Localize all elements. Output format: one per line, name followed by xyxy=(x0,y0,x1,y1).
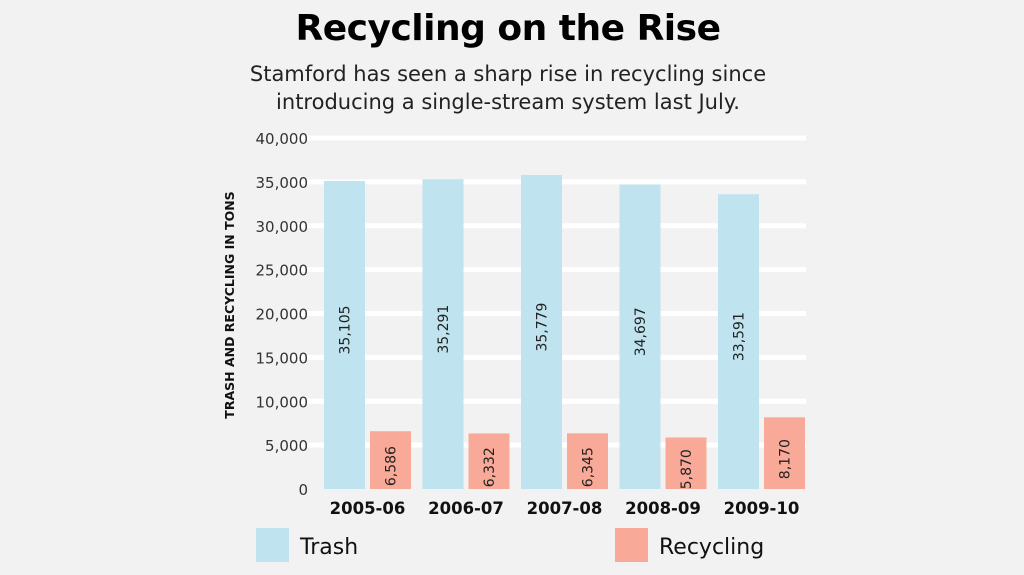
legend-label-recycling: Recycling xyxy=(659,535,764,560)
y-tick-label: 30,000 xyxy=(256,218,309,236)
legend-label-trash: Trash xyxy=(299,535,358,560)
y-tick-label: 35,000 xyxy=(256,174,309,192)
recycling-bar xyxy=(764,417,805,489)
trash-data-label: 35,291 xyxy=(436,305,452,354)
trash-bar xyxy=(718,194,759,490)
x-tick-label: 2007-08 xyxy=(527,499,603,518)
recycling-bar xyxy=(567,433,608,489)
recycling-data-label: 5,870 xyxy=(679,449,695,489)
y-tick-label: 5,000 xyxy=(265,437,308,455)
x-tick-label: 2009-10 xyxy=(724,499,800,518)
trash-bar xyxy=(422,179,464,489)
x-tick-label: 2006-07 xyxy=(428,499,504,518)
legend-swatch-trash xyxy=(256,528,289,562)
y-tick-label: 15,000 xyxy=(256,349,309,367)
chart-subtitle-line-2: introducing a single-stream system last … xyxy=(276,90,740,114)
recycling-data-label: 6,345 xyxy=(581,447,597,487)
x-tick-label: 2005-06 xyxy=(330,499,406,518)
recycling-bar xyxy=(468,433,510,489)
recycling-bar xyxy=(665,437,707,489)
recycling-data-label: 8,170 xyxy=(778,439,794,479)
y-axis-label: TRASH AND RECYCLING IN TONS xyxy=(222,191,237,418)
chart-title: Recycling on the Rise xyxy=(295,8,721,49)
recycling-bar xyxy=(370,431,411,489)
chart-subtitle-line-1: Stamford has seen a sharp rise in recycl… xyxy=(249,62,767,86)
trash-bar xyxy=(324,180,365,490)
y-tick-label: 0 xyxy=(298,481,308,499)
trash-data-label: 33,591 xyxy=(732,312,748,361)
trash-bar xyxy=(521,175,562,489)
trash-bar xyxy=(619,184,661,490)
y-tick-label: 40,000 xyxy=(256,130,309,148)
y-tick-label: 10,000 xyxy=(256,393,309,411)
x-tick-label: 2008-09 xyxy=(625,499,701,518)
recycling-data-label: 6,332 xyxy=(482,447,498,487)
y-tick-label: 25,000 xyxy=(256,262,309,280)
recycling-data-label: 6,586 xyxy=(384,446,400,486)
legend-swatch-recycling xyxy=(615,528,648,562)
trash-data-label: 34,697 xyxy=(633,307,649,356)
trash-data-label: 35,105 xyxy=(338,305,354,354)
y-tick-label: 20,000 xyxy=(256,306,309,324)
trash-data-label: 35,779 xyxy=(535,303,551,352)
